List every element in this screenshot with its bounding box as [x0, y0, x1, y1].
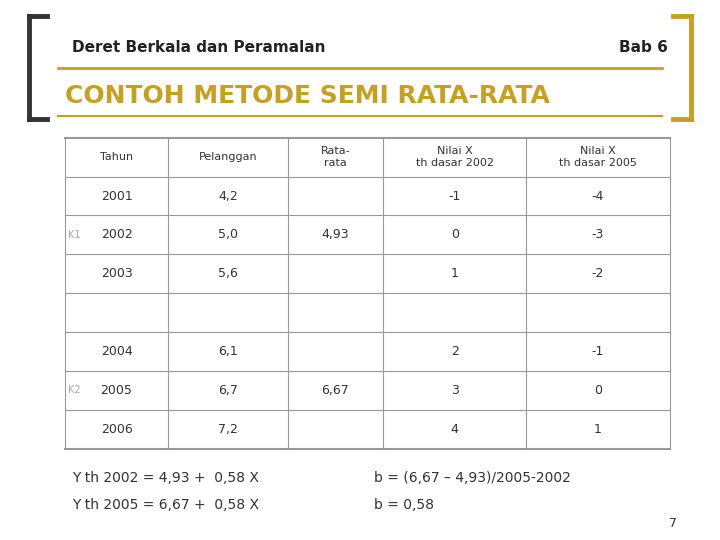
- Text: -1: -1: [449, 190, 461, 202]
- Text: 6,7: 6,7: [218, 384, 238, 397]
- Text: Y th 2005 = 6,67 +  0,58 X: Y th 2005 = 6,67 + 0,58 X: [72, 498, 259, 512]
- Text: K1: K1: [68, 230, 81, 240]
- Text: 7: 7: [669, 517, 677, 530]
- Text: 4,93: 4,93: [322, 228, 349, 241]
- Text: Nilai X
th dasar 2002: Nilai X th dasar 2002: [415, 146, 494, 168]
- Text: 1: 1: [451, 267, 459, 280]
- Text: CONTOH METODE SEMI RATA-RATA: CONTOH METODE SEMI RATA-RATA: [65, 84, 549, 107]
- Text: Deret Berkala dan Peramalan: Deret Berkala dan Peramalan: [72, 40, 325, 56]
- Text: Nilai X
th dasar 2005: Nilai X th dasar 2005: [559, 146, 637, 168]
- Text: K2: K2: [68, 386, 81, 395]
- Text: -2: -2: [592, 267, 604, 280]
- Text: 2002: 2002: [101, 228, 132, 241]
- Text: 6,67: 6,67: [322, 384, 349, 397]
- Text: -3: -3: [592, 228, 604, 241]
- Text: 4: 4: [451, 423, 459, 436]
- Text: 1: 1: [594, 423, 602, 436]
- Text: Rata-
rata: Rata- rata: [320, 146, 350, 168]
- Text: 5,6: 5,6: [218, 267, 238, 280]
- Text: Pelanggan: Pelanggan: [199, 152, 257, 162]
- Text: b = 0,58: b = 0,58: [374, 498, 434, 512]
- Text: 5,0: 5,0: [218, 228, 238, 241]
- Text: 3: 3: [451, 384, 459, 397]
- Text: 0: 0: [594, 384, 602, 397]
- Text: 6,1: 6,1: [218, 345, 238, 358]
- Text: 2005: 2005: [101, 384, 132, 397]
- Text: 4,2: 4,2: [218, 190, 238, 202]
- Text: 7,2: 7,2: [218, 423, 238, 436]
- Text: Bab 6: Bab 6: [619, 40, 668, 56]
- Text: 2001: 2001: [101, 190, 132, 202]
- Text: Y th 2002 = 4,93 +  0,58 X: Y th 2002 = 4,93 + 0,58 X: [72, 471, 259, 485]
- Text: 0: 0: [451, 228, 459, 241]
- Text: 2003: 2003: [101, 267, 132, 280]
- Text: 2: 2: [451, 345, 459, 358]
- Text: b = (6,67 – 4,93)/2005-2002: b = (6,67 – 4,93)/2005-2002: [374, 471, 571, 485]
- Text: Tahun: Tahun: [100, 152, 133, 162]
- Text: 2004: 2004: [101, 345, 132, 358]
- Text: -4: -4: [592, 190, 604, 202]
- Text: -1: -1: [592, 345, 604, 358]
- Text: 2006: 2006: [101, 423, 132, 436]
